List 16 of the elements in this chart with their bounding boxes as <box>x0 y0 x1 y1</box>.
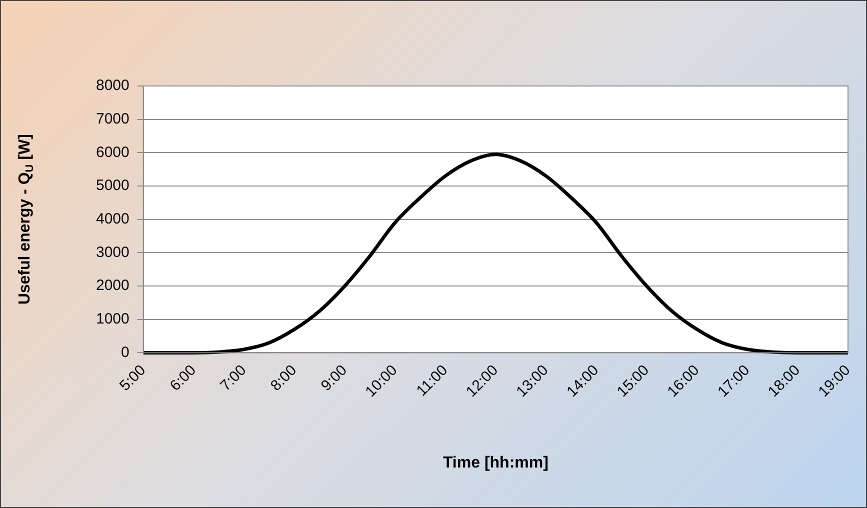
y-tick-label: 1000 <box>96 310 130 328</box>
x-tick-label: 5:00 <box>116 362 150 394</box>
x-tick-label: 9:00 <box>318 362 350 394</box>
y-tick-label: 3000 <box>96 244 130 261</box>
x-axis-title: Time [hh:mm] <box>442 454 548 472</box>
y-tick-label: 0 <box>121 344 130 361</box>
x-tick-label: 8:00 <box>267 362 300 394</box>
y-axis-title: Useful energy - QU [W] <box>16 134 36 305</box>
y-tick-label: 4000 <box>96 210 130 228</box>
y-tick-label: 2000 <box>96 277 130 294</box>
y-tick-label: 8000 <box>96 77 130 94</box>
y-tick-label: 7000 <box>96 110 130 128</box>
x-tick-label: 7:00 <box>217 362 250 394</box>
y-tick-label: 5000 <box>96 177 130 194</box>
x-tick-label: 6:00 <box>166 362 200 394</box>
y-tick-label: 6000 <box>96 144 130 161</box>
